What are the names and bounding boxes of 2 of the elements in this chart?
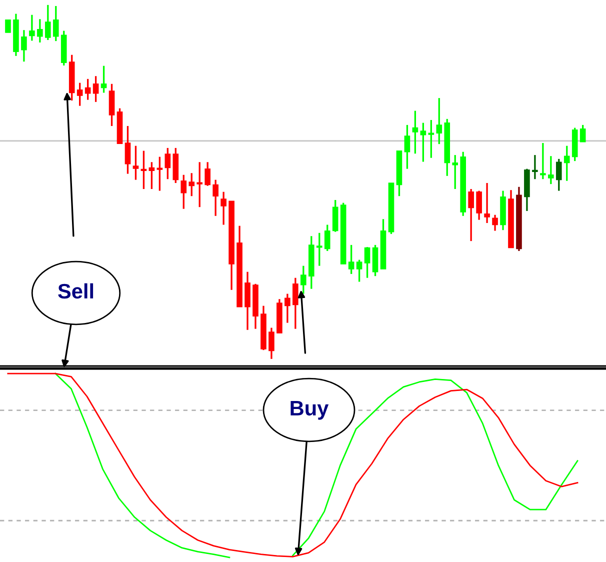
annotation: Buy (290, 401, 329, 420)
annotation: Sell (58, 283, 94, 299)
